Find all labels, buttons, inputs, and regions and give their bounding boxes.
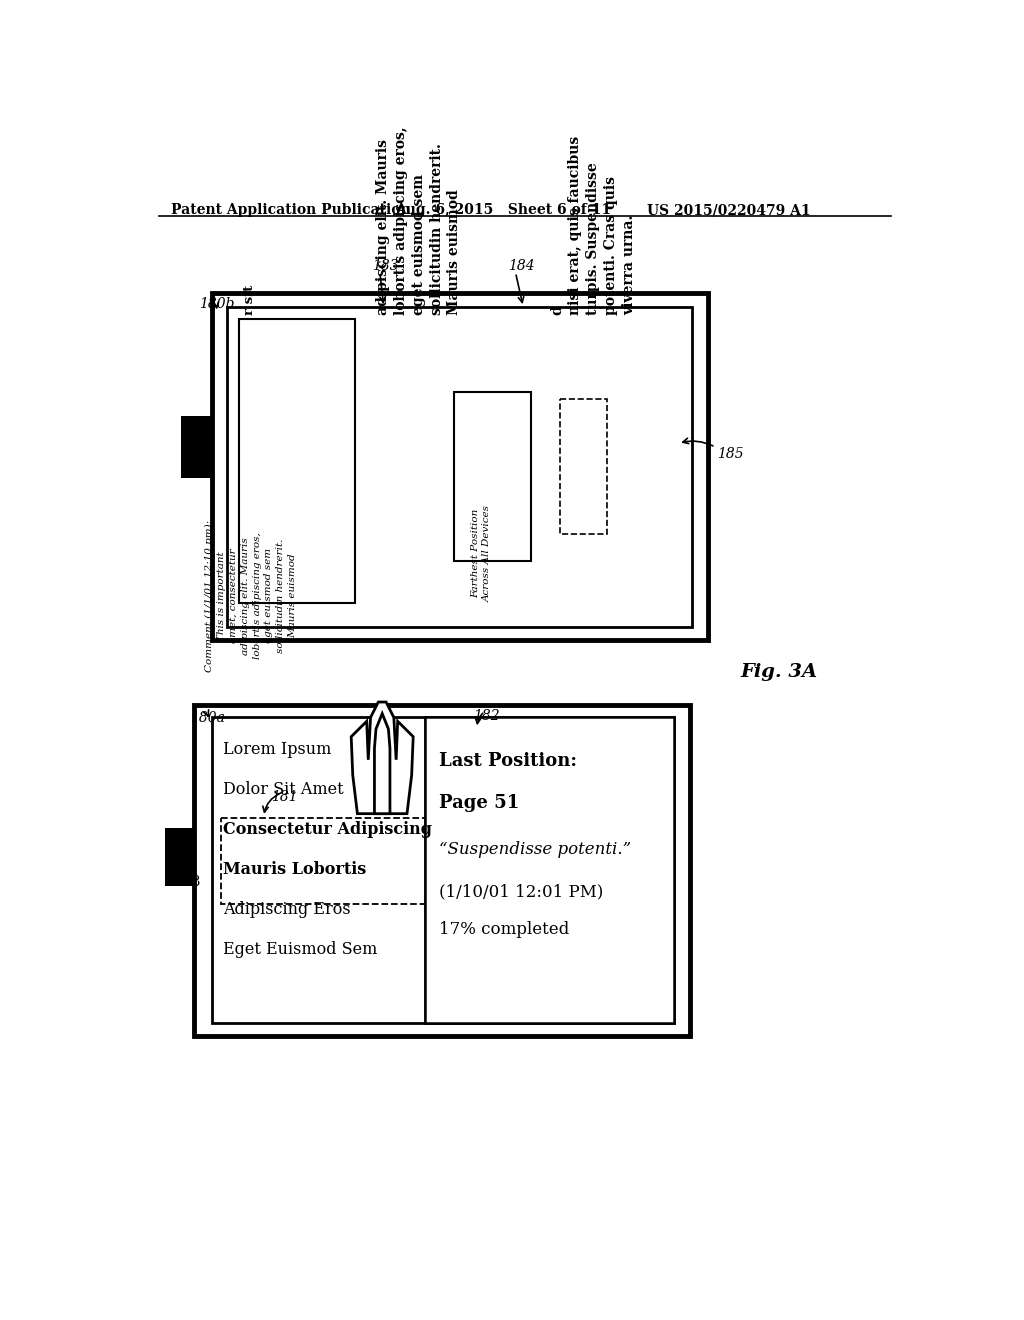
Text: Lorem Ipsum: Lorem Ipsum bbox=[223, 741, 332, 758]
Bar bbox=[239, 318, 355, 603]
Bar bbox=[454, 392, 531, 561]
Text: Aug. 6, 2015   Sheet 6 of 11: Aug. 6, 2015 Sheet 6 of 11 bbox=[395, 203, 611, 216]
Text: 184: 184 bbox=[508, 259, 535, 272]
Text: Mauris Lobortis: Mauris Lobortis bbox=[223, 861, 367, 878]
Text: (1/10/01 12:01 PM): (1/10/01 12:01 PM) bbox=[438, 883, 603, 900]
Text: Comment (1/1/01 12:10 pm):
This is important
amet, consectetur
adipiscing elit. : Comment (1/1/01 12:10 pm): This is impor… bbox=[205, 520, 297, 672]
Bar bbox=[221, 817, 429, 904]
Text: US 2015/0220479 A1: US 2015/0220479 A1 bbox=[647, 203, 811, 216]
Text: 181: 181 bbox=[271, 789, 298, 804]
Polygon shape bbox=[351, 702, 414, 813]
Text: Patent Application Publication: Patent Application Publication bbox=[171, 203, 411, 216]
Text: 17% completed: 17% completed bbox=[438, 921, 569, 939]
Text: Consectetur Adipiscing: Consectetur Adipiscing bbox=[223, 821, 432, 838]
Text: Page 51: Page 51 bbox=[438, 795, 519, 812]
Bar bbox=[425, 718, 675, 1023]
Bar bbox=[180, 416, 212, 478]
Text: 185: 185 bbox=[717, 447, 743, 461]
Text: 108: 108 bbox=[174, 874, 201, 888]
Text: 182: 182 bbox=[473, 709, 500, 723]
Text: 108: 108 bbox=[180, 459, 207, 473]
Text: adipiscing elit. Mauris
lobortis adipiscing eros,
eget euismod sem
sollicitudin : adipiscing elit. Mauris lobortis adipisc… bbox=[376, 127, 462, 314]
Bar bbox=[165, 829, 195, 886]
Bar bbox=[212, 718, 675, 1023]
Text: 180a: 180a bbox=[190, 711, 225, 725]
Bar bbox=[212, 293, 708, 640]
Text: Last Position:: Last Position: bbox=[438, 752, 577, 770]
Text: r sit: r sit bbox=[243, 285, 256, 314]
Bar bbox=[560, 400, 607, 535]
Text: Adipiscing Eros: Adipiscing Eros bbox=[223, 900, 351, 917]
Bar bbox=[227, 308, 692, 627]
Text: d
nisi erat, quis faucibus
turpis. Suspendisse
potenti. Cras quis
viverra urna.: d nisi erat, quis faucibus turpis. Suspe… bbox=[550, 136, 636, 314]
Text: 180b: 180b bbox=[200, 297, 234, 312]
Bar bbox=[194, 705, 690, 1036]
Text: Eget Euismod Sem: Eget Euismod Sem bbox=[223, 941, 378, 958]
Text: Dolor Sit Amet: Dolor Sit Amet bbox=[223, 780, 344, 797]
Text: Fig. 3A: Fig. 3A bbox=[740, 663, 817, 681]
Polygon shape bbox=[375, 714, 390, 813]
Text: “Suspendisse potenti.”: “Suspendisse potenti.” bbox=[438, 841, 631, 858]
Text: Farthest Position
Across All Devices: Farthest Position Across All Devices bbox=[471, 506, 493, 602]
Text: 183: 183 bbox=[372, 259, 398, 272]
